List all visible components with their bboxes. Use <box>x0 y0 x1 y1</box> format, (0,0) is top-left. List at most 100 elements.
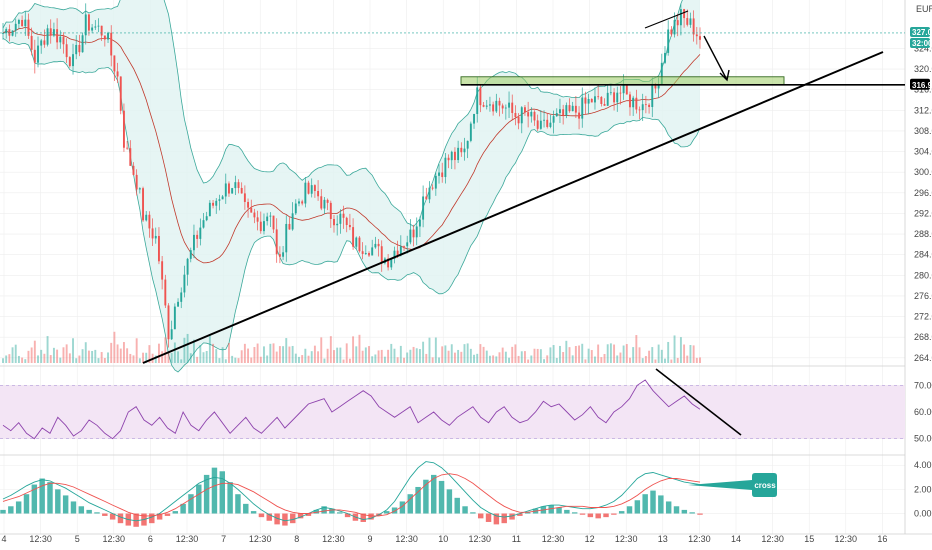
volume-bar <box>431 357 434 363</box>
top-drawing-line[interactable] <box>644 10 689 29</box>
candle-body <box>5 29 8 34</box>
ascending-trendline[interactable] <box>142 51 884 364</box>
macd-histogram-bar <box>548 505 554 514</box>
volume-bar <box>412 346 415 363</box>
volume-bar <box>629 357 631 363</box>
candle-body <box>466 140 469 149</box>
volume-bar <box>613 344 616 363</box>
time-tick-label: 11 <box>512 534 521 544</box>
candles <box>2 3 701 348</box>
volume-bar <box>482 346 485 363</box>
macd-histogram-bar <box>211 467 218 514</box>
candle-body <box>59 36 62 43</box>
down-arrow[interactable] <box>703 35 730 82</box>
macd-histogram-bar <box>266 513 272 521</box>
volume-bar <box>399 345 402 363</box>
macd-histogram-bar <box>634 500 641 514</box>
rsi-line <box>2 379 701 440</box>
volume-bar <box>21 357 24 363</box>
axis-tick-label: 70.00 <box>914 380 932 390</box>
volume-bar <box>574 346 577 363</box>
bollinger-lower-line <box>2 37 701 373</box>
volume-bar <box>348 358 351 363</box>
volume-bar <box>651 347 654 363</box>
volume-bar <box>562 352 565 363</box>
axis-tick-label: 276.00 <box>914 291 932 301</box>
candle-body <box>68 57 71 67</box>
macd-histogram-bar <box>313 509 319 514</box>
volume-bar <box>307 355 310 363</box>
candle-body <box>457 147 460 161</box>
volume-bar <box>460 351 463 363</box>
candle-body <box>520 107 523 124</box>
candle-body <box>492 104 495 112</box>
candle-body <box>148 214 151 229</box>
candle-body <box>46 28 49 45</box>
price-panel <box>0 0 905 373</box>
macd-histogram-bar <box>78 506 85 514</box>
macd-histogram-bar <box>55 489 61 514</box>
candle-body <box>539 120 542 129</box>
candle-body <box>170 329 173 340</box>
candle-body <box>75 44 78 55</box>
macd-histogram-bar <box>282 513 288 526</box>
volume-bar <box>37 355 39 363</box>
candle-body <box>221 196 224 200</box>
candle-body <box>600 96 603 104</box>
volume-bar <box>62 347 65 363</box>
candle-body <box>126 147 129 149</box>
candle-body <box>237 182 240 188</box>
candle-body <box>291 213 294 230</box>
volume-bar <box>692 345 695 363</box>
candle-body <box>256 217 259 222</box>
candle-body <box>409 229 412 243</box>
time-tick-label: 16 <box>877 534 887 544</box>
resistance-zone[interactable] <box>460 76 785 86</box>
macd-histogram-bar <box>47 482 53 514</box>
volume-bar <box>387 349 390 363</box>
volume-bar <box>40 349 43 363</box>
volume-bar <box>298 356 300 363</box>
volume-bar <box>434 337 437 363</box>
candle-body <box>377 243 380 247</box>
candle-body <box>648 104 651 107</box>
volume-bar <box>294 353 297 363</box>
macd-histogram <box>0 467 703 527</box>
macd-histogram-bar <box>0 509 6 514</box>
volume-bar <box>450 344 453 363</box>
candle-body <box>205 216 208 221</box>
candle-body <box>301 201 304 204</box>
candle-body <box>364 253 367 254</box>
volume-bar <box>492 355 495 363</box>
macd-histogram-bar <box>15 501 22 514</box>
candle-body <box>511 102 514 113</box>
candle-body <box>132 165 135 175</box>
volume-bar <box>180 359 183 363</box>
volume-bars <box>2 331 701 363</box>
candle-body <box>87 14 90 31</box>
axis-tick-label: 308.00 <box>914 126 932 136</box>
macd-histogram-bar <box>391 507 398 514</box>
macd-histogram-bar <box>62 495 69 514</box>
axis-tick-label: 2.00 <box>914 484 932 494</box>
candle-body <box>412 229 415 238</box>
candle-body <box>695 34 698 37</box>
macd-histogram-bar <box>626 506 633 514</box>
candle-body <box>21 19 24 27</box>
axis-tick-label: 320.00 <box>914 64 932 74</box>
candle-body <box>415 226 418 238</box>
cross-callout[interactable]: cross <box>688 473 777 497</box>
macd-histogram-bar <box>360 513 366 522</box>
rsi-trendline[interactable] <box>655 368 742 436</box>
candle-body <box>371 247 374 256</box>
volume-bar <box>555 357 558 363</box>
volume-bar <box>97 358 100 363</box>
candle-body <box>679 9 682 26</box>
volume-bar <box>565 340 568 363</box>
candle-body <box>447 157 450 161</box>
volume-bar <box>72 338 74 363</box>
volume-bar <box>183 337 186 363</box>
macd-histogram-bar <box>156 513 163 520</box>
candle-body <box>683 9 686 19</box>
level-tag-bg <box>910 78 930 90</box>
